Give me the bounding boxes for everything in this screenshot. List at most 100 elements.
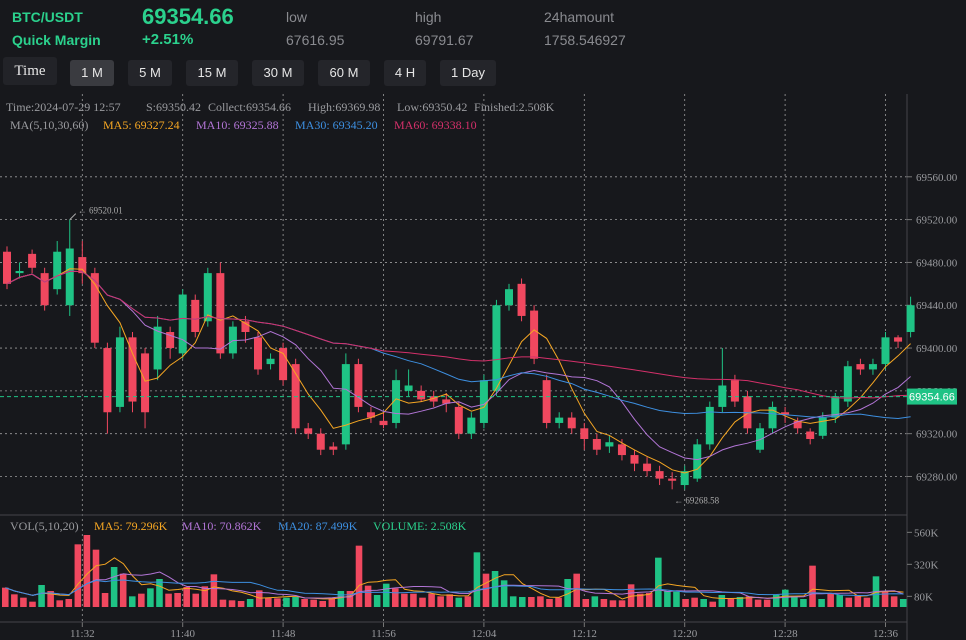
- candle-body: [643, 463, 652, 472]
- candle-body: [15, 270, 24, 274]
- interval-30m-button[interactable]: 30 M: [252, 60, 304, 86]
- amount-label: 24hamount: [544, 9, 615, 25]
- interval-15m-button[interactable]: 15 M: [186, 60, 238, 86]
- volume-bar: [845, 597, 853, 607]
- volume-bar: [718, 595, 726, 607]
- volume-bar: [319, 601, 327, 607]
- candle-body: [868, 364, 877, 370]
- candle-body: [705, 406, 714, 445]
- x-tick-label: 12:20: [672, 628, 698, 640]
- candle-body: [241, 321, 250, 332]
- volume-bar: [564, 579, 571, 607]
- volume-bar: [410, 593, 417, 607]
- volume-bar: [11, 594, 18, 607]
- interval-4h-button[interactable]: 4 H: [384, 60, 426, 86]
- candle-body: [392, 380, 401, 423]
- x-tick-label: 12:28: [773, 628, 799, 640]
- ma10-line: [6, 270, 911, 461]
- interval-toolbar: Time 1 M 5 M 15 M 30 M 60 M 4 H 1 Day: [0, 54, 966, 94]
- volume-bar: [56, 600, 63, 607]
- volume-bar: [473, 552, 481, 607]
- volume-bar: [618, 600, 626, 607]
- volume-bar: [237, 601, 245, 607]
- volume-bar: [863, 597, 871, 607]
- candle-body: [266, 358, 275, 365]
- x-tick-label: 11:56: [371, 628, 396, 640]
- volume-bar: [818, 599, 825, 607]
- volume-bar: [890, 596, 898, 607]
- low-label: low: [286, 9, 308, 25]
- pair-name[interactable]: BTC/USDT: [12, 9, 83, 25]
- kline-chart[interactable]: 69560.00 69520.00 69480.00 69440.00 69400.00…: [0, 94, 966, 640]
- candle-body: [203, 273, 212, 322]
- candle-body: [228, 326, 237, 354]
- volume-bar: [210, 574, 218, 607]
- candle-body: [191, 299, 200, 332]
- volume-bar: [500, 580, 508, 607]
- volume-bar: [29, 601, 36, 607]
- high-label: high: [415, 9, 442, 25]
- volume-bar: [609, 600, 617, 607]
- candle-body: [115, 337, 124, 407]
- x-tick-label: 11:48: [271, 628, 296, 640]
- volume-bar: [464, 596, 472, 607]
- candle-body: [592, 439, 601, 450]
- candle-body: [555, 417, 564, 423]
- vol-tick-label: 80K: [914, 591, 933, 603]
- volume-bar: [591, 596, 599, 607]
- volume-bar: [700, 599, 707, 607]
- low-marker-label: ← 69268.58: [674, 495, 720, 505]
- quick-margin-label[interactable]: Quick Margin: [12, 32, 101, 48]
- volume-bar: [772, 595, 780, 607]
- volume-bar: [419, 597, 426, 607]
- info-low: Low:69350.42: [397, 100, 467, 114]
- volume-bar: [201, 586, 209, 607]
- candle-body: [28, 253, 37, 268]
- volume-bar: [401, 593, 408, 607]
- volume-bar: [128, 596, 136, 607]
- volume-bar: [528, 597, 535, 607]
- x-tick-label: 11:40: [170, 628, 195, 640]
- candle-body: [429, 396, 438, 402]
- info-finished: Finished:2.508K: [474, 100, 555, 114]
- candle-body: [831, 396, 840, 418]
- volume-legend: VOL(5,10,20) MA5: 79.296K MA10: 70.862K …: [10, 519, 467, 533]
- candle-body: [906, 305, 915, 332]
- interval-1day-button[interactable]: 1 Day: [440, 60, 496, 86]
- info-time: Time:2024-07-29 12:57: [6, 100, 121, 114]
- volume-bar: [174, 593, 181, 607]
- candle-body: [655, 471, 664, 479]
- volume-bar: [763, 599, 771, 607]
- candle-body: [254, 337, 262, 370]
- volume-bar: [446, 594, 453, 607]
- candle-body: [730, 380, 739, 402]
- volume-bar: [138, 593, 145, 607]
- interval-1m-button[interactable]: 1 M: [70, 60, 114, 86]
- ma-label: MA(5,10,30,60): [10, 118, 88, 132]
- time-button[interactable]: Time: [3, 57, 57, 85]
- candle-body: [304, 428, 313, 434]
- candle-body: [781, 412, 790, 415]
- volume-bar: [274, 598, 281, 607]
- vol-ma20-line: [5, 579, 904, 597]
- vol-label: VOL(5,10,20): [10, 519, 79, 533]
- x-tick-label: 11:32: [70, 628, 95, 640]
- candle-body: [128, 337, 137, 402]
- info-line: Time:2024-07-29 12:57 S:69350.42 Collect…: [6, 100, 555, 114]
- ma-legend: MA(5,10,30,60) MA5: 69327.24 MA10: 69325…: [10, 118, 477, 132]
- candle-body: [894, 337, 903, 342]
- volume-bar: [20, 597, 27, 607]
- interval-60m-button[interactable]: 60 M: [318, 60, 370, 86]
- volume-bars: [2, 535, 907, 607]
- x-tick-label: 12:36: [873, 628, 899, 640]
- candle-body: [492, 305, 501, 391]
- vol-volume-legend: VOLUME: 2.508K: [373, 519, 467, 533]
- volume-bar: [92, 549, 100, 607]
- volume-bar: [246, 599, 254, 607]
- volume-bar: [664, 591, 671, 607]
- volume-bar: [382, 583, 390, 607]
- low-value: 67616.95: [286, 32, 345, 48]
- candle-body: [580, 428, 589, 440]
- volume-bar: [645, 593, 653, 607]
- interval-5m-button[interactable]: 5 M: [128, 60, 172, 86]
